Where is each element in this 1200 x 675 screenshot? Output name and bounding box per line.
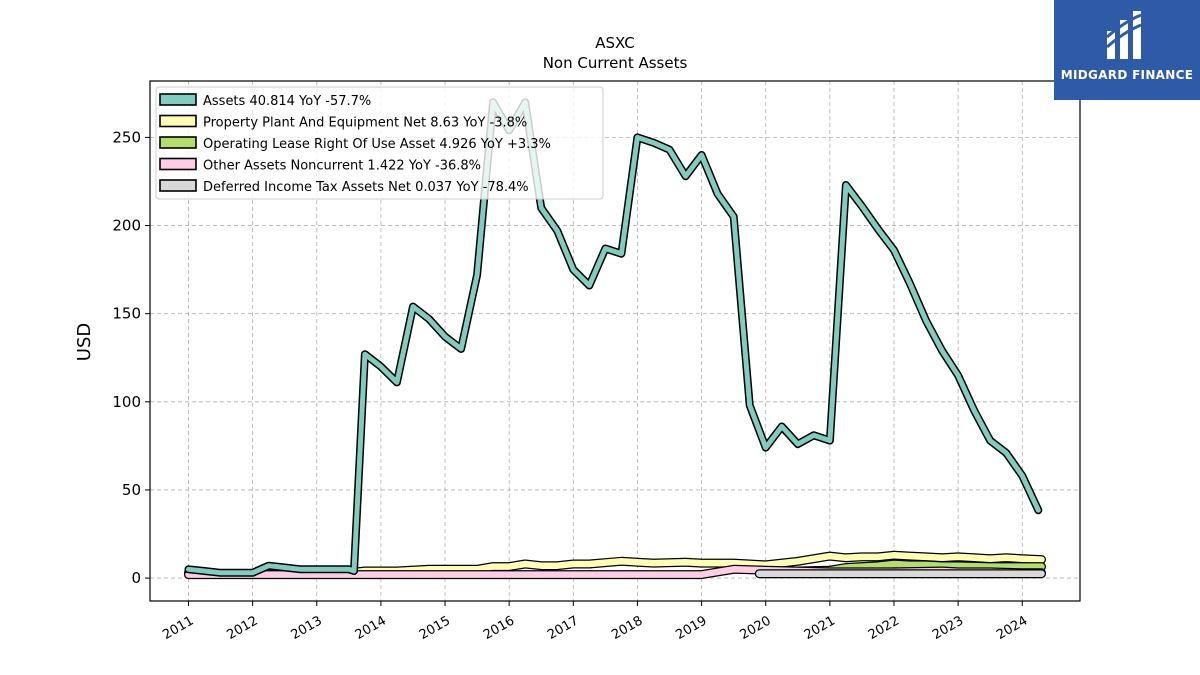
x-tick-label: 2021 bbox=[802, 613, 838, 643]
x-tick-label: 2022 bbox=[866, 613, 902, 643]
legend-swatch bbox=[159, 114, 197, 128]
legend-label: Deferred Income Tax Assets Net 0.037 YoY… bbox=[203, 180, 529, 195]
x-tick-label: 2023 bbox=[930, 613, 966, 643]
midgard-finance-logo: MIDGARD FINANCE bbox=[1054, 0, 1200, 100]
plot-frame bbox=[149, 80, 1081, 602]
x-tick-label: 2018 bbox=[609, 613, 645, 643]
x-tick-label: 2016 bbox=[481, 613, 517, 643]
x-tick-label: 2017 bbox=[545, 613, 581, 643]
legend-swatch bbox=[159, 93, 197, 106]
series-assets bbox=[184, 98, 1043, 577]
legend-swatch bbox=[159, 136, 197, 149]
x-tick-label: 2014 bbox=[353, 613, 389, 643]
legend-label: Property Plant And Equipment Net 8.63 Yo… bbox=[203, 116, 527, 131]
x-tick-label: 2019 bbox=[673, 613, 709, 643]
chart-title: ASXC bbox=[595, 34, 634, 52]
logo-text: MIDGARD FINANCE bbox=[1060, 68, 1194, 82]
x-tick-label: 2013 bbox=[289, 613, 325, 643]
y-axis-ticks: 0 50 100 150 200 250 bbox=[112, 128, 150, 587]
x-tick-label: 2024 bbox=[994, 613, 1030, 643]
legend-box bbox=[155, 86, 604, 200]
legend-swatch bbox=[159, 157, 197, 171]
y-tick-label: 150 bbox=[112, 305, 141, 323]
chart-subtitle: Non Current Assets bbox=[543, 54, 688, 72]
x-tick-label: 2020 bbox=[738, 613, 774, 643]
logo-mark-icon bbox=[1106, 11, 1142, 59]
series-line bbox=[186, 99, 1041, 576]
series-layer bbox=[184, 98, 1046, 580]
y-tick-label: 100 bbox=[112, 393, 141, 411]
legend-swatch bbox=[159, 179, 197, 192]
y-tick-label: 0 bbox=[131, 569, 141, 587]
legend-label: Other Assets Noncurrent 1.422 YoY -36.8% bbox=[203, 159, 481, 174]
y-tick-label: 250 bbox=[112, 128, 141, 146]
legend-label: Assets 40.814 YoY -57.7% bbox=[203, 94, 371, 109]
x-tick-label: 2015 bbox=[417, 613, 453, 643]
x-tick-label: 2012 bbox=[224, 613, 260, 643]
legend: Assets 40.814 YoY -57.7% Property Plant A… bbox=[155, 86, 604, 200]
legend-label: Operating Lease Right Of Use Asset 4.926… bbox=[203, 137, 551, 152]
x-axis-ticks: 2011 2012 2013 2014 2015 2016 2017 2018 2019 2020… bbox=[160, 601, 1030, 643]
y-tick-label: 50 bbox=[122, 481, 141, 499]
x-tick-label: 2011 bbox=[160, 613, 196, 643]
y-tick-label: 200 bbox=[112, 217, 141, 235]
y-axis-label: USD bbox=[74, 323, 95, 361]
